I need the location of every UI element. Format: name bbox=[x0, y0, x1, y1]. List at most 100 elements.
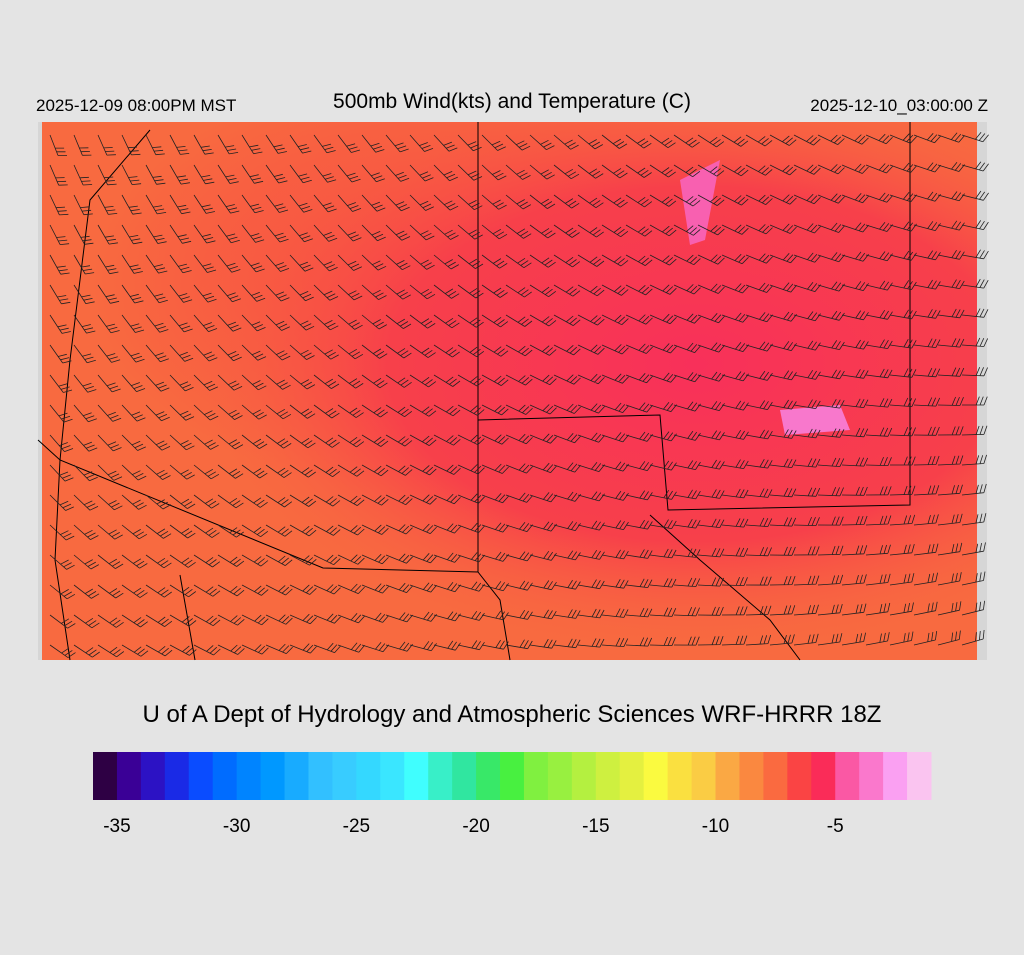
wind-barb bbox=[49, 494, 74, 511]
wind-barb bbox=[73, 194, 93, 216]
wind-barb bbox=[361, 314, 387, 330]
wind-barb bbox=[97, 464, 123, 481]
wind-barb bbox=[529, 404, 557, 415]
wind-barb bbox=[697, 636, 724, 646]
wind-barb bbox=[721, 341, 749, 352]
colorbar-swatch bbox=[404, 752, 429, 800]
wind-barb bbox=[745, 400, 773, 410]
colorbar-swatch bbox=[140, 752, 166, 800]
wind-barb bbox=[289, 314, 315, 331]
wind-barb bbox=[313, 494, 341, 507]
wind-barb bbox=[121, 224, 143, 245]
wind-barb bbox=[625, 490, 653, 501]
wind-barb bbox=[553, 284, 581, 297]
wind-barb bbox=[313, 254, 338, 272]
wind-barb bbox=[625, 578, 653, 588]
wind-barb bbox=[505, 374, 533, 386]
wind-barb bbox=[217, 644, 245, 655]
wind-barb bbox=[697, 313, 725, 324]
wind-barb bbox=[217, 164, 239, 184]
wind-barb bbox=[793, 340, 821, 351]
wind-barb bbox=[721, 400, 749, 411]
wind-barb bbox=[553, 433, 581, 444]
wind-barb bbox=[385, 582, 413, 593]
wind-barbs bbox=[49, 132, 989, 658]
wind-barb bbox=[241, 644, 269, 655]
wind-barb bbox=[313, 284, 339, 301]
wind-barb bbox=[433, 523, 461, 534]
wind-barb bbox=[745, 370, 773, 381]
wind-barb bbox=[289, 434, 316, 449]
wind-barb bbox=[457, 344, 485, 358]
wind-barb bbox=[97, 164, 117, 186]
wind-barb bbox=[73, 554, 99, 570]
wind-barb bbox=[121, 434, 146, 451]
wind-barb bbox=[769, 282, 797, 293]
wind-barb bbox=[265, 524, 293, 537]
wind-barb bbox=[289, 584, 317, 595]
wind-barb bbox=[193, 284, 217, 303]
wind-barb bbox=[481, 254, 508, 269]
wind-barb bbox=[793, 428, 821, 439]
wind-barb bbox=[409, 134, 434, 152]
wind-barb bbox=[745, 253, 773, 264]
wind-barb bbox=[793, 399, 821, 409]
wind-barb bbox=[217, 194, 240, 214]
wind-barb bbox=[433, 194, 459, 211]
wind-barb bbox=[817, 574, 844, 586]
wind-barb bbox=[361, 642, 390, 653]
wind-barb bbox=[289, 404, 316, 419]
colorbar-swatch bbox=[643, 752, 669, 800]
colorbar-swatch bbox=[452, 752, 477, 800]
wind-barb bbox=[121, 314, 145, 333]
wind-barb bbox=[649, 431, 677, 442]
wind-barb bbox=[601, 579, 629, 589]
wind-barb bbox=[145, 584, 172, 598]
wind-barb bbox=[673, 284, 701, 295]
wind-barb bbox=[793, 223, 821, 234]
colorbar-swatch bbox=[476, 752, 501, 800]
colorbar-swatch bbox=[811, 752, 836, 800]
wind-barb bbox=[817, 428, 845, 438]
wind-barb bbox=[457, 493, 485, 504]
wind-barb bbox=[385, 224, 411, 241]
wind-barb bbox=[625, 373, 653, 384]
wind-barb bbox=[409, 344, 436, 358]
wind-barb bbox=[265, 284, 290, 302]
wind-barb bbox=[817, 281, 845, 292]
wind-barb bbox=[913, 485, 940, 496]
wind-barb bbox=[697, 342, 725, 353]
wind-barb bbox=[121, 284, 144, 304]
wind-barb bbox=[937, 542, 963, 556]
wind-barb bbox=[577, 520, 605, 531]
wind-barb bbox=[409, 553, 437, 564]
wind-barb bbox=[49, 644, 76, 658]
wind-barb bbox=[817, 164, 845, 175]
wind-barb bbox=[145, 134, 165, 156]
wind-barb bbox=[505, 314, 533, 327]
wind-barb bbox=[890, 456, 916, 466]
wind-barb bbox=[241, 284, 266, 302]
wind-barb bbox=[193, 194, 215, 214]
wind-barb bbox=[265, 404, 292, 420]
wind-barb bbox=[457, 610, 485, 621]
wind-barb bbox=[841, 310, 869, 321]
wind-barb bbox=[361, 284, 387, 300]
wind-barb bbox=[937, 220, 965, 231]
wind-barb bbox=[529, 134, 555, 151]
wind-barb bbox=[529, 580, 557, 591]
wind-barb bbox=[145, 554, 172, 569]
wind-barb bbox=[529, 550, 557, 561]
wind-barb bbox=[265, 314, 290, 331]
wind-barb bbox=[241, 344, 267, 361]
wind-barb bbox=[481, 314, 509, 328]
wind-barb bbox=[169, 314, 193, 333]
wind-barb bbox=[49, 584, 76, 600]
wind-barb bbox=[649, 343, 677, 354]
wind-barb bbox=[889, 631, 914, 646]
wind-barb bbox=[553, 638, 581, 649]
wind-barb bbox=[601, 314, 629, 326]
wind-barb bbox=[217, 464, 244, 479]
wind-barb bbox=[49, 614, 76, 629]
wind-barb bbox=[721, 606, 748, 616]
